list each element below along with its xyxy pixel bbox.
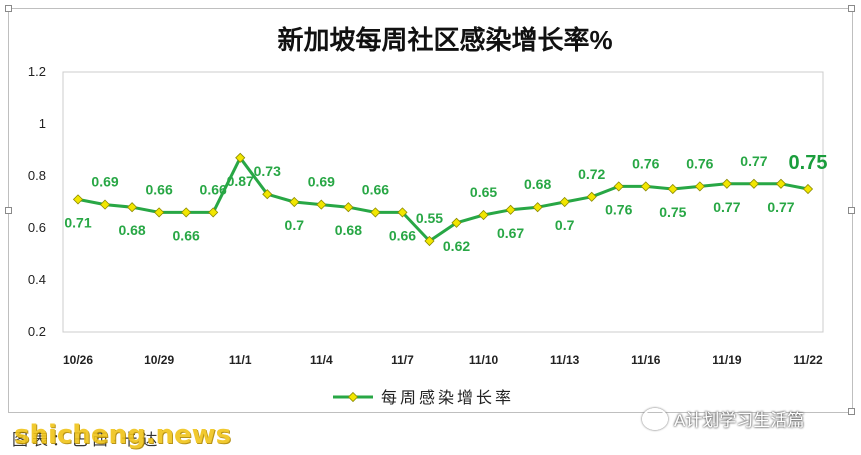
data-label: 0.7	[285, 217, 305, 233]
data-labels: 0.710.690.680.660.660.660.870.730.70.690…	[64, 152, 827, 254]
x-tick-label: 11/7	[391, 353, 414, 367]
resize-handle-top-right[interactable]	[848, 5, 855, 12]
y-tick-label: 0.6	[28, 220, 46, 235]
x-tick-label: 11/1	[229, 353, 252, 367]
data-point	[262, 189, 273, 200]
data-label: 0.66	[145, 181, 172, 197]
x-tick-label: 11/4	[310, 353, 333, 367]
x-tick-label: 11/16	[631, 353, 661, 367]
data-point	[154, 207, 165, 218]
x-tick-label: 11/13	[550, 353, 580, 367]
data-label: 0.68	[335, 222, 362, 238]
data-label: 0.68	[118, 222, 145, 238]
x-tick-label: 11/19	[712, 353, 742, 367]
data-label: 0.69	[308, 174, 335, 190]
data-point	[424, 235, 435, 247]
watermark: shicheng.news	[14, 420, 232, 450]
data-label: 0.66	[200, 181, 227, 197]
data-label: 0.76	[632, 155, 659, 171]
data-label: 0.72	[578, 166, 605, 182]
data-point	[72, 194, 84, 205]
data-label: 0.75	[789, 152, 828, 174]
data-point	[451, 217, 462, 228]
data-label: 0.65	[470, 184, 497, 200]
series-line-path	[77, 156, 809, 243]
data-point	[667, 183, 678, 195]
resize-handle-middle-left[interactable]	[5, 207, 12, 214]
x-axis-ticks: 10/26 10/29 11/1 11/4 11/7 11/10 11/13 11/16 11/…	[63, 353, 823, 367]
plot-border	[62, 71, 824, 333]
data-label: 0.69	[91, 174, 118, 190]
data-label: 0.66	[389, 227, 416, 243]
data-label: 0.87	[227, 173, 254, 189]
y-tick-label: 1.2	[28, 64, 46, 79]
data-point	[802, 183, 814, 195]
data-label: 0.73	[254, 163, 281, 179]
y-tick-label: 1	[39, 116, 46, 131]
y-tick-label: 0.2	[28, 324, 46, 339]
data-point	[127, 202, 138, 213]
data-label: 0.76	[686, 155, 713, 171]
data-point	[478, 209, 489, 221]
series-markers	[72, 152, 814, 247]
data-point	[181, 207, 192, 218]
series-line	[77, 156, 809, 243]
data-point	[748, 178, 759, 189]
data-label: 0.67	[497, 225, 524, 241]
data-point	[289, 196, 300, 208]
data-point	[721, 178, 732, 189]
resize-handle-top-left[interactable]	[5, 5, 12, 12]
y-axis-ticks: 0.2 0.4 0.6 0.8 1 1.2	[28, 64, 46, 339]
legend-swatch-marker	[347, 391, 359, 403]
legend-label: 每周感染增长率	[381, 389, 514, 407]
data-point	[370, 207, 381, 218]
x-tick-label: 10/26	[63, 353, 93, 367]
data-label: 0.75	[659, 204, 686, 220]
data-label: 0.66	[173, 227, 200, 243]
data-point	[343, 202, 354, 213]
data-point	[559, 196, 570, 208]
data-point	[99, 199, 111, 210]
data-label: 0.68	[524, 176, 551, 192]
data-label: 0.7	[555, 217, 575, 233]
data-label: 0.77	[767, 199, 794, 215]
brand-label: A计划学习生活篇	[674, 411, 805, 430]
data-label: 0.62	[443, 238, 470, 254]
data-point	[775, 178, 787, 189]
data-label: 0.77	[740, 153, 767, 169]
data-label: 0.71	[64, 214, 91, 230]
y-tick-label: 0.8	[28, 168, 46, 183]
resize-handle-middle-right[interactable]	[848, 207, 855, 214]
data-point	[397, 207, 408, 218]
data-label: 0.66	[362, 181, 389, 197]
brand-badge: A计划学习生活篇	[642, 406, 804, 431]
data-point	[316, 199, 327, 210]
data-point	[694, 181, 705, 192]
chart-title: 新加坡每周社区感染增长率%	[277, 25, 612, 55]
data-point	[613, 181, 624, 192]
resize-handle-bottom-right[interactable]	[848, 408, 855, 415]
data-point	[208, 207, 219, 218]
x-tick-label: 11/22	[793, 353, 823, 367]
y-tick-label: 0.4	[28, 272, 46, 287]
data-point	[640, 181, 651, 192]
plot-area	[62, 71, 824, 333]
source-credit: 图表：巴西·卡达	[12, 432, 162, 449]
legend[interactable]: 每周感染增长率	[333, 389, 514, 407]
x-tick-label: 10/29	[144, 353, 174, 367]
data-label: 0.76	[605, 201, 632, 217]
x-tick-label: 11/10	[469, 353, 499, 367]
data-label: 0.77	[713, 199, 740, 215]
data-point	[235, 152, 246, 163]
data-label: 0.55	[416, 210, 443, 226]
data-point	[586, 191, 597, 202]
wechat-icon	[642, 407, 668, 430]
data-point	[505, 204, 516, 215]
data-point	[532, 202, 543, 213]
